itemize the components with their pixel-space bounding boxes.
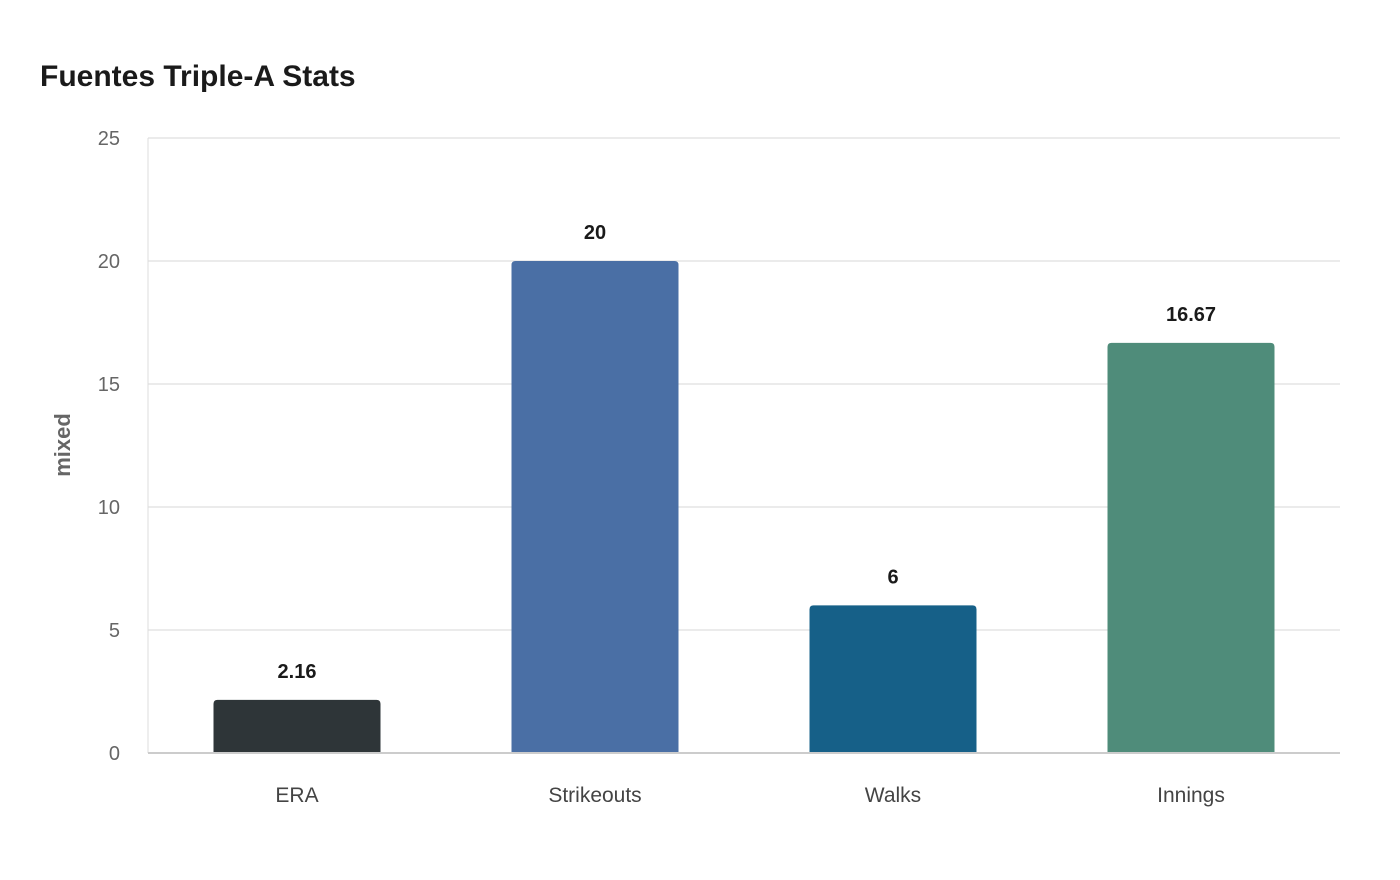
bar-strikeouts [511,261,679,753]
bar-innings [1107,342,1275,753]
y-tick-label: 0 [109,743,120,765]
y-tick-label: 10 [98,497,120,519]
y-tick-label: 20 [98,251,120,273]
chart-title: Fuentes Triple-A Stats [40,60,356,93]
y-tick-label: 5 [109,620,120,642]
x-tick-label: Walks [865,784,921,807]
x-tick-label: ERA [275,784,318,807]
x-tick-label: Innings [1157,784,1225,807]
y-axis-title: mixed [50,413,75,477]
bar-walks [809,605,977,753]
data-label: 2.16 [278,661,317,683]
x-tick-label: Strikeouts [548,784,641,807]
bar-era [213,699,381,753]
y-tick-label: 25 [98,128,120,150]
data-label: 20 [584,222,606,244]
y-tick-label: 15 [98,374,120,396]
data-label: 6 [887,566,898,588]
data-label: 16.67 [1166,304,1216,326]
